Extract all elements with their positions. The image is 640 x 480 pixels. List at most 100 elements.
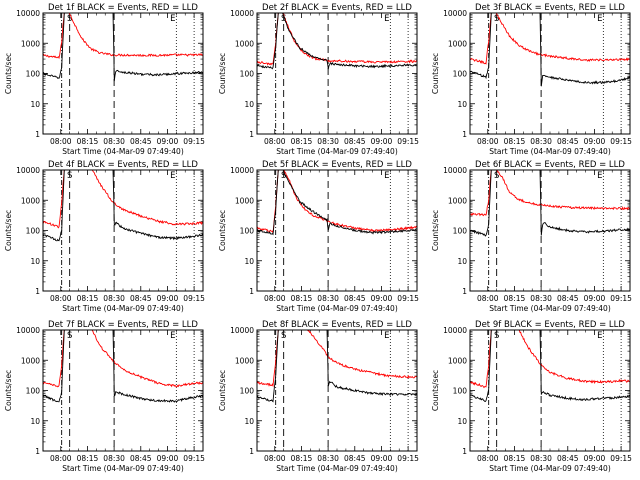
y-tick-label: 1: [249, 287, 254, 296]
plot-frame: [42, 329, 204, 452]
x-tick-label: 08:15: [504, 294, 526, 303]
lld-series-line: [470, 170, 630, 217]
x-tick-label: 09:00: [157, 454, 179, 463]
lld-series-line: [43, 170, 203, 229]
x-tick-label: 09:00: [371, 137, 393, 146]
x-tick-label: 09:00: [584, 137, 606, 146]
y-tick-label: 10: [244, 417, 254, 426]
panel-title: Det 9f BLACK = Events, RED = LLD: [475, 320, 625, 330]
x-axis-label: Start Time (04-Mar-09 07:49:40): [62, 304, 184, 313]
panel-det-6: Det 6f BLACK = Events, RED = LLD Counts/s…: [431, 160, 632, 313]
y-axis-label: Counts/sec: [431, 210, 440, 251]
x-axis-label: Start Time (04-Mar-09 07:49:40): [489, 464, 611, 473]
marker-label-s: S: [281, 171, 286, 181]
y-tick-label: 1: [249, 130, 254, 139]
x-axis-label: Start Time (04-Mar-09 07:49:40): [62, 464, 184, 473]
x-tick-label: 08:15: [77, 137, 99, 146]
panel-title: Det 3f BLACK = Events, RED = LLD: [475, 3, 625, 13]
panel-title: Det 5f BLACK = Events, RED = LLD: [262, 160, 412, 170]
y-tick-label: 10: [457, 257, 467, 266]
x-tick-label: 09:00: [371, 454, 393, 463]
x-tick-label: 09:15: [183, 294, 205, 303]
x-tick-label: 08:45: [344, 454, 366, 463]
x-tick-label: 08:15: [77, 294, 99, 303]
y-axis-label: Counts/sec: [4, 53, 13, 94]
panel-det-2: Det 2f BLACK = Events, RED = LLD Counts/s…: [218, 3, 419, 156]
x-tick-label: 09:15: [610, 137, 632, 146]
x-tick-label: 08:30: [317, 454, 339, 463]
x-tick-label: 08:30: [317, 137, 339, 146]
panel-det-4: Det 4f BLACK = Events, RED = LLD Counts/s…: [4, 160, 205, 313]
marker-label-s: S: [67, 331, 72, 341]
x-tick-label: 08:30: [317, 294, 339, 303]
y-tick-label: 1000: [235, 196, 254, 205]
x-tick-label: 08:45: [130, 294, 152, 303]
x-tick-label: 08:00: [477, 137, 499, 146]
panel-title: Det 1f BLACK = Events, RED = LLD: [48, 3, 198, 13]
y-tick-label: 1: [249, 447, 254, 456]
x-tick-label: 08:00: [264, 294, 286, 303]
y-tick-label: 1: [35, 287, 40, 296]
x-tick-label: 08:00: [477, 454, 499, 463]
x-tick-label: 08:30: [530, 137, 552, 146]
y-tick-label: 1000: [235, 356, 254, 365]
marker-label-s: S: [494, 331, 499, 341]
panel-title: Det 6f BLACK = Events, RED = LLD: [475, 160, 625, 170]
events-series-line: [257, 13, 417, 70]
marker-label-s: S: [494, 14, 499, 24]
lld-series-line: [470, 330, 630, 389]
panel-title: Det 4f BLACK = Events, RED = LLD: [48, 160, 198, 170]
marker-label-e: E: [597, 14, 602, 24]
y-tick-label: 10: [457, 417, 467, 426]
x-tick-label: 08:00: [50, 454, 72, 463]
y-tick-label: 100: [240, 70, 255, 79]
x-tick-label: 09:15: [397, 454, 419, 463]
panel-det-7: Det 7f BLACK = Events, RED = LLD Counts/s…: [4, 320, 205, 473]
y-tick-label: 100: [240, 227, 255, 236]
y-tick-label: 1: [462, 130, 467, 139]
events-series-line: [257, 330, 417, 403]
marker-label-e: E: [384, 171, 389, 181]
y-tick-label: 1000: [448, 356, 467, 365]
x-tick-label: 08:30: [530, 454, 552, 463]
panel-title: Det 8f BLACK = Events, RED = LLD: [262, 320, 412, 330]
y-axis-label: Counts/sec: [431, 53, 440, 94]
y-tick-label: 100: [453, 387, 468, 396]
y-tick-label: 1000: [448, 39, 467, 48]
y-tick-label: 10: [30, 257, 40, 266]
y-tick-label: 1: [35, 447, 40, 456]
marker-label-s: S: [494, 171, 499, 181]
panel-det-3: Det 3f BLACK = Events, RED = LLD Counts/s…: [431, 3, 632, 156]
panel-title: Det 2f BLACK = Events, RED = LLD: [262, 3, 412, 13]
x-tick-label: 09:00: [371, 294, 393, 303]
y-tick-label: 10: [244, 100, 254, 109]
y-tick-label: 100: [453, 227, 468, 236]
y-tick-label: 10000: [16, 9, 40, 18]
panel-title: Det 7f BLACK = Events, RED = LLD: [48, 320, 198, 330]
plot-frame: [42, 169, 204, 292]
y-tick-label: 10000: [16, 326, 40, 335]
x-tick-label: 08:15: [291, 454, 313, 463]
x-axis-label: Start Time (04-Mar-09 07:49:40): [489, 304, 611, 313]
x-tick-label: 09:00: [584, 294, 606, 303]
x-tick-label: 08:45: [557, 137, 579, 146]
y-axis-label: Counts/sec: [4, 210, 13, 251]
marker-label-s: S: [281, 331, 286, 341]
x-axis-label: Start Time (04-Mar-09 07:49:40): [276, 147, 398, 156]
y-tick-label: 100: [240, 387, 255, 396]
x-tick-label: 08:45: [557, 294, 579, 303]
events-series-line: [43, 13, 203, 82]
x-tick-label: 08:45: [344, 137, 366, 146]
x-tick-label: 08:30: [103, 454, 125, 463]
x-tick-label: 08:15: [291, 294, 313, 303]
y-tick-label: 1000: [235, 39, 254, 48]
x-tick-label: 08:30: [530, 294, 552, 303]
plot-frame: [256, 329, 418, 452]
x-tick-label: 08:00: [264, 454, 286, 463]
x-tick-label: 08:00: [50, 137, 72, 146]
y-tick-label: 100: [26, 227, 41, 236]
y-tick-label: 1000: [21, 356, 40, 365]
x-axis-label: Start Time (04-Mar-09 07:49:40): [62, 147, 184, 156]
panel-det-1: Det 1f BLACK = Events, RED = LLD Counts/s…: [4, 3, 205, 156]
marker-label-e: E: [384, 14, 389, 24]
